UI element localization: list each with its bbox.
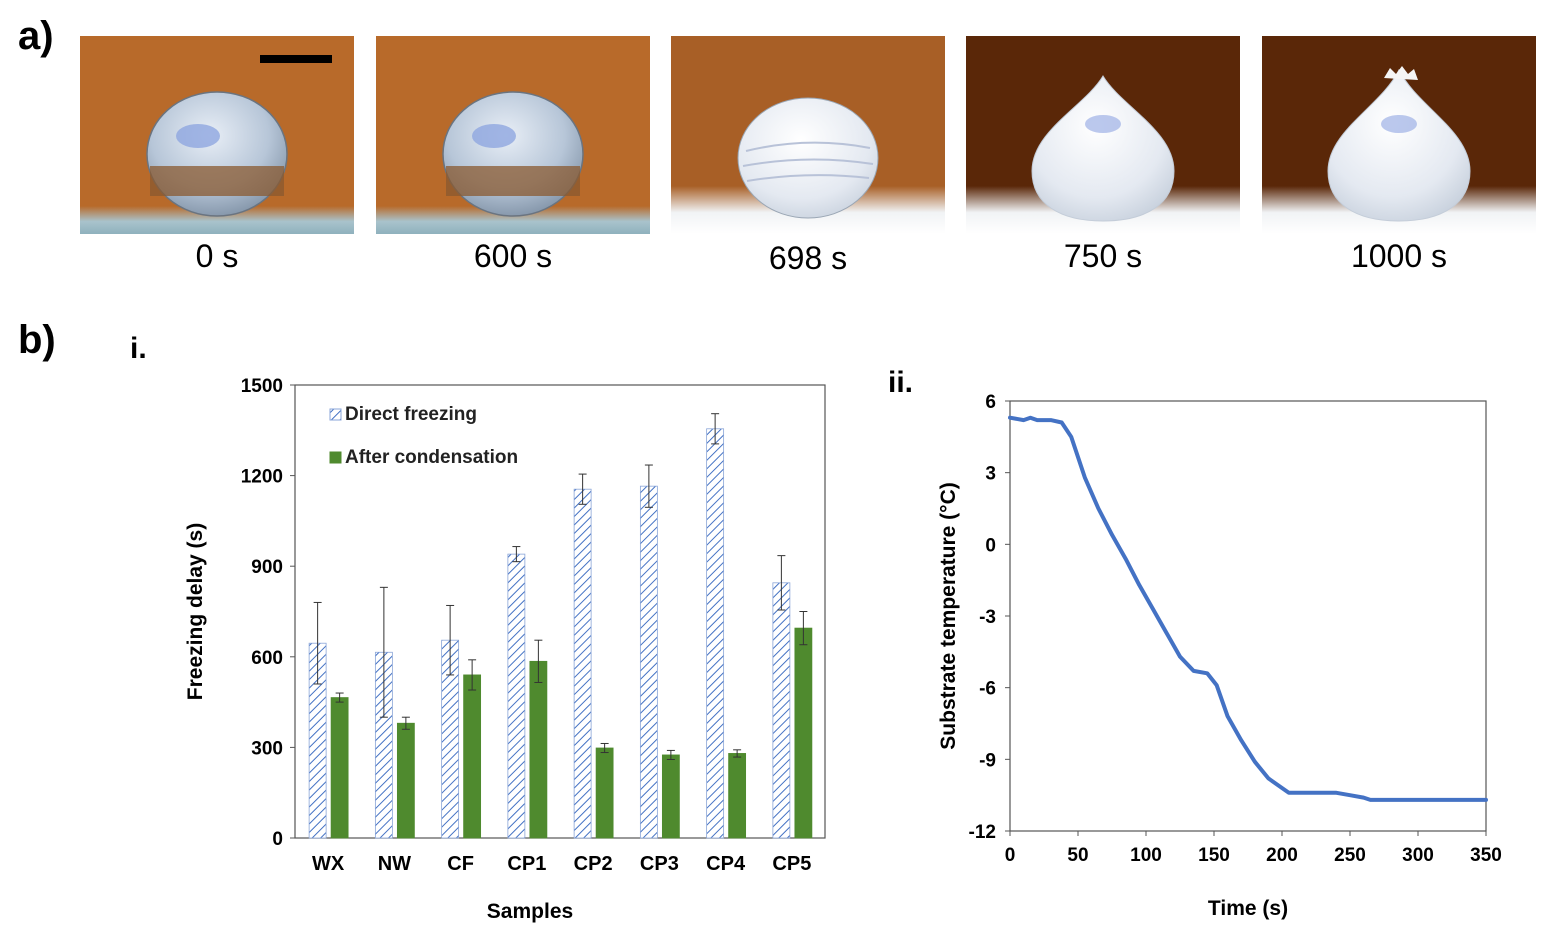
legend-label: After condensation bbox=[345, 447, 518, 468]
substrate-temperature-line-chart: 6 3 0 -3 -6 -9 -12 0 50 100 150 200 250 300 350 Time (s… bbox=[937, 392, 1502, 920]
x-tick-label: 300 bbox=[1402, 845, 1434, 866]
legend-label: Direct freezing bbox=[345, 404, 477, 425]
bar-after-condensation bbox=[463, 674, 482, 839]
droplet-photo-drawing bbox=[80, 36, 354, 234]
frozen-droplet-highlight bbox=[1381, 115, 1417, 133]
x-tick-label: 350 bbox=[1470, 845, 1502, 866]
x-tick-label: 250 bbox=[1334, 845, 1366, 866]
droplet-highlight bbox=[176, 124, 220, 148]
y-tick-label: 0 bbox=[272, 829, 283, 850]
droplet-photo-drawing bbox=[671, 36, 945, 234]
y-tick-label: 1200 bbox=[241, 467, 283, 488]
frozen-droplet bbox=[1327, 68, 1471, 222]
droplet-photo bbox=[376, 36, 650, 234]
y-tick-label: 6 bbox=[985, 392, 996, 413]
freezing-droplet bbox=[737, 97, 879, 219]
x-tick-label: 100 bbox=[1130, 845, 1162, 866]
bar-direct-freezing bbox=[706, 428, 725, 839]
y-tick-label: 1500 bbox=[241, 376, 283, 397]
y-tick-label: 300 bbox=[251, 738, 283, 759]
bar-after-condensation bbox=[595, 747, 614, 839]
droplet-photo-drawing bbox=[376, 36, 650, 234]
bar-direct-freezing bbox=[639, 485, 658, 839]
x-tick-label: 150 bbox=[1198, 845, 1230, 866]
y-axis-label: Substrate temperature (°C) bbox=[937, 482, 960, 749]
x-tick-label: 50 bbox=[1067, 845, 1088, 866]
bar-after-condensation bbox=[661, 754, 680, 839]
x-axis-label: Time (s) bbox=[1208, 897, 1288, 920]
droplet-photo bbox=[966, 36, 1240, 234]
droplet-reflection-band bbox=[446, 166, 580, 196]
panel-b-letter: b) bbox=[18, 318, 56, 362]
y-tick-label: -3 bbox=[979, 607, 996, 628]
legend-swatch bbox=[329, 451, 342, 464]
droplet-photo bbox=[671, 36, 945, 234]
frozen-droplet bbox=[1031, 75, 1175, 222]
ice-streaks bbox=[742, 141, 874, 182]
ice-tip bbox=[1384, 66, 1418, 80]
y-axis-label: Freezing delay (s) bbox=[184, 523, 207, 700]
bar-direct-freezing bbox=[573, 488, 592, 839]
y-tick-label: -6 bbox=[979, 679, 996, 700]
bar-after-condensation bbox=[330, 697, 349, 839]
frame-time-label: 600 s bbox=[473, 238, 553, 274]
y-tick-label: 0 bbox=[985, 535, 996, 556]
y-tick-label: 3 bbox=[985, 464, 996, 485]
y-tick-label: -9 bbox=[979, 750, 996, 771]
water-droplet bbox=[146, 91, 288, 217]
water-droplet bbox=[442, 91, 584, 217]
panel-a-letter: a) bbox=[18, 14, 54, 58]
x-tick-label: NW bbox=[378, 853, 411, 875]
scale-bar bbox=[260, 55, 332, 63]
x-axis-label: Samples bbox=[487, 900, 573, 923]
droplet-photo-drawing bbox=[966, 36, 1240, 234]
droplet-highlight bbox=[472, 124, 516, 148]
frame-time-label: 1000 s bbox=[1350, 238, 1448, 274]
bar-direct-freezing bbox=[507, 553, 526, 839]
legend-swatch bbox=[329, 408, 342, 421]
x-tick-label: CF bbox=[447, 853, 474, 875]
bar-direct-freezing bbox=[772, 582, 791, 839]
bar-after-condensation bbox=[728, 753, 747, 839]
bar-after-condensation bbox=[794, 627, 813, 839]
droplet-photo-drawing bbox=[1262, 36, 1536, 234]
subpanel-ii-letter: ii. bbox=[888, 366, 914, 399]
droplet-photo bbox=[80, 36, 354, 234]
x-tick-label: 200 bbox=[1266, 845, 1298, 866]
bar-after-condensation bbox=[396, 722, 415, 839]
x-tick-label: WX bbox=[312, 853, 345, 875]
x-tick-label: CP5 bbox=[772, 853, 811, 875]
x-tick-label: CP1 bbox=[507, 853, 546, 875]
y-tick-label: -12 bbox=[969, 822, 996, 843]
droplet-photo bbox=[1262, 36, 1536, 234]
freezing-delay-bar-chart: 0 300 600 900 1200 1500 WX NW CF CP1 CP2 CP3 CP4 CP5 D… bbox=[184, 376, 826, 923]
droplet-reflection-band bbox=[150, 166, 284, 196]
temperature-series-line bbox=[1008, 415, 1488, 802]
plot-frame bbox=[294, 384, 826, 839]
x-tick-label: CP2 bbox=[574, 853, 613, 875]
frame-time-label: 0 s bbox=[195, 238, 239, 274]
y-tick-label: 900 bbox=[251, 557, 283, 578]
frame-time-label: 698 s bbox=[768, 240, 848, 276]
bar-after-condensation bbox=[529, 660, 548, 839]
subpanel-i-letter: i. bbox=[130, 332, 147, 365]
y-tick-label: 600 bbox=[251, 648, 283, 669]
frame-time-label: 750 s bbox=[1063, 238, 1143, 274]
frozen-droplet-highlight bbox=[1085, 115, 1121, 133]
x-tick-label: 0 bbox=[1005, 845, 1016, 866]
x-tick-label: CP4 bbox=[706, 853, 746, 875]
x-tick-label: CP3 bbox=[640, 853, 679, 875]
